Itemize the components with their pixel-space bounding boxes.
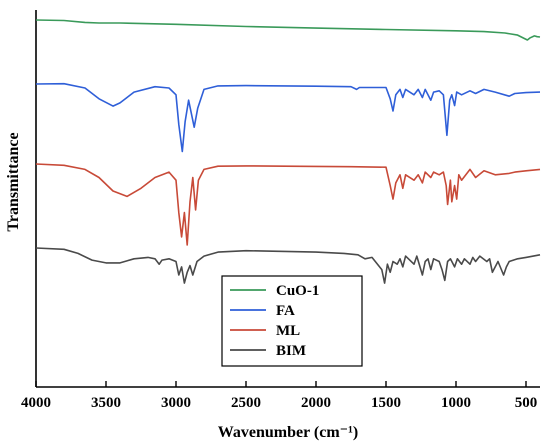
x-tick-label: 3000 bbox=[161, 395, 191, 411]
legend-label: ML bbox=[276, 323, 300, 339]
series-line-ml bbox=[35, 163, 541, 246]
x-tick-label: 2000 bbox=[301, 395, 331, 411]
x-tick-label: 1000 bbox=[441, 395, 471, 411]
plot-area: 4000 3500 3000 2500 2000 1500 1000 500 CuO-1 FA M… bbox=[21, 10, 541, 411]
y-axis-title: Transmittance bbox=[5, 132, 22, 231]
x-tick-label: 1500 bbox=[371, 395, 401, 411]
x-axis-title: Wavenumber (cm⁻¹) bbox=[218, 424, 358, 441]
series-line-bim bbox=[35, 247, 541, 284]
legend-label: CuO-1 bbox=[276, 283, 319, 299]
series-layer bbox=[35, 19, 541, 284]
legend-label: BIM bbox=[276, 343, 306, 359]
x-tick-label: 500 bbox=[515, 395, 538, 411]
legend-label: FA bbox=[276, 303, 295, 319]
series-line-fa bbox=[35, 82, 541, 153]
x-tick-label: 2500 bbox=[231, 395, 261, 411]
legend-box bbox=[221, 275, 363, 367]
x-tick-label: 4000 bbox=[21, 395, 51, 411]
x-tick-label: 3500 bbox=[91, 395, 121, 411]
series-line-cuo-1 bbox=[35, 19, 541, 41]
x-axis-ticks: 4000 3500 3000 2500 2000 1500 1000 500 bbox=[21, 381, 537, 411]
legend: CuO-1 FA ML BIM bbox=[221, 275, 363, 367]
